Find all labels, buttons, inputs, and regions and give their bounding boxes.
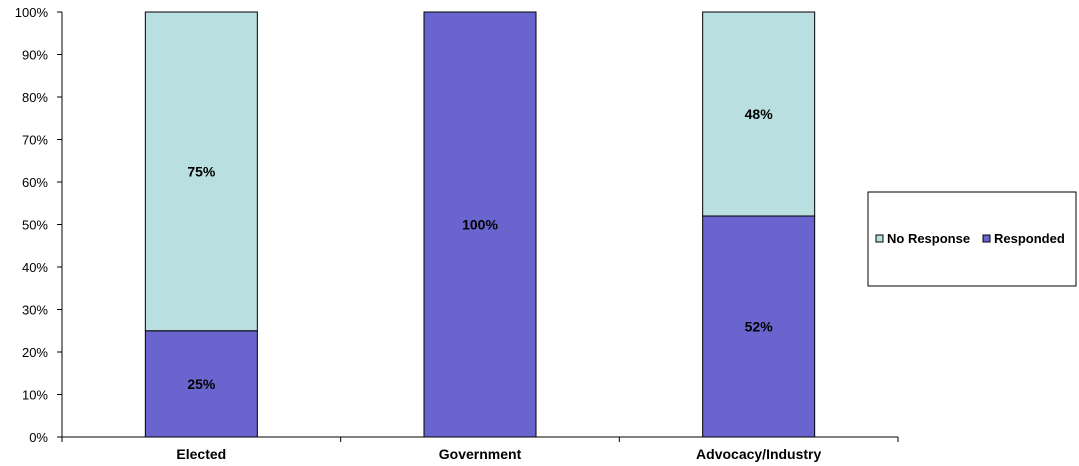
y-tick-label: 0% — [29, 430, 48, 445]
y-tick-label: 80% — [22, 90, 48, 105]
legend-box — [867, 191, 1077, 287]
y-tick-label: 10% — [22, 388, 48, 403]
data-label-advocacy-industry-responded: 52% — [745, 319, 774, 335]
legend-label-responded: Responded — [994, 231, 1065, 246]
data-label-advocacy-industry-no-response: 48% — [745, 106, 774, 122]
legend-swatch-no-response — [875, 234, 884, 243]
x-tick-label: Advocacy/Industry — [696, 446, 821, 462]
y-tick-label: 60% — [22, 175, 48, 190]
x-tick-label: Elected — [176, 446, 226, 462]
bar-advocacy-industry-no-response — [702, 11, 816, 217]
y-tick-label: 100% — [15, 5, 49, 20]
data-label-elected-no-response: 75% — [187, 163, 216, 179]
bar-elected-no-response — [144, 11, 258, 332]
bar-elected-responded — [144, 330, 258, 438]
data-labels-group: 25% 75% 100% 52% 48% — [187, 106, 773, 392]
y-tick-label: 50% — [22, 218, 48, 233]
bar-government-responded — [423, 11, 537, 438]
bar-advocacy-industry-responded — [702, 215, 816, 438]
data-label-elected-responded: 25% — [187, 376, 216, 392]
y-tick-label: 30% — [22, 303, 48, 318]
x-tick-label: Government — [439, 446, 522, 462]
y-tick-label: 20% — [22, 345, 48, 360]
legend-label-no-response: No Response — [887, 231, 970, 246]
axes-group: Elected Government Advocacy/Industry 0% 10% 2… — [15, 5, 899, 462]
y-tick-label: 70% — [22, 133, 48, 148]
y-tick-label: 40% — [22, 260, 48, 275]
legend: No Response Responded — [867, 191, 1077, 287]
bars-group — [144, 11, 816, 438]
data-label-government-responded: 100% — [462, 217, 498, 233]
y-tick-label: 90% — [22, 48, 48, 63]
legend-swatch-responded — [982, 234, 991, 243]
